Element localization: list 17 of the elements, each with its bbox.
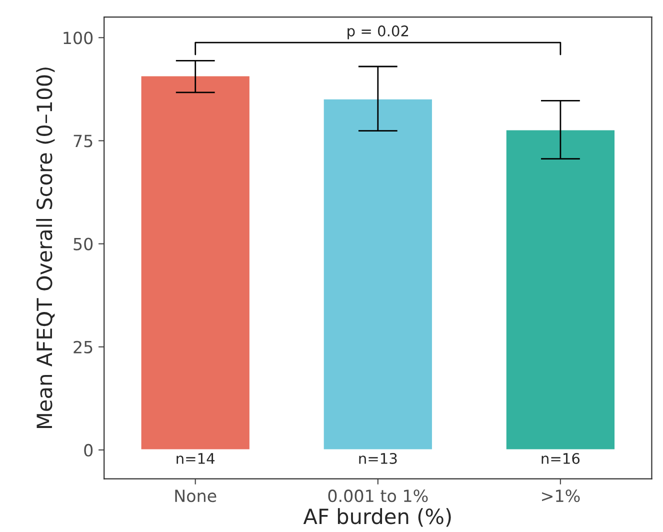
x-axis-title: AF burden (%) xyxy=(303,508,451,527)
bar xyxy=(504,128,616,451)
y-tick-label: 100 xyxy=(64,32,93,44)
annotation: n=14 xyxy=(176,453,215,464)
bar xyxy=(140,74,251,451)
annotation: p = 0.02 xyxy=(348,25,408,40)
annotation: n=13 xyxy=(359,452,397,464)
y-tick-label: 0 xyxy=(84,444,93,457)
y-axis-title: Mean AFEQT Overall Score (0–100) xyxy=(36,68,55,428)
y-tick-label: 25 xyxy=(74,340,92,354)
bar xyxy=(322,98,434,451)
x-tick-label: 0.001 to 1% xyxy=(328,490,428,502)
x-tick-label: None xyxy=(175,490,216,502)
y-tick-label: 50 xyxy=(74,238,93,250)
x-tick-label: >1% xyxy=(542,490,580,502)
annotation: n=16 xyxy=(542,452,580,464)
y-tick-label: 75 xyxy=(74,134,92,148)
